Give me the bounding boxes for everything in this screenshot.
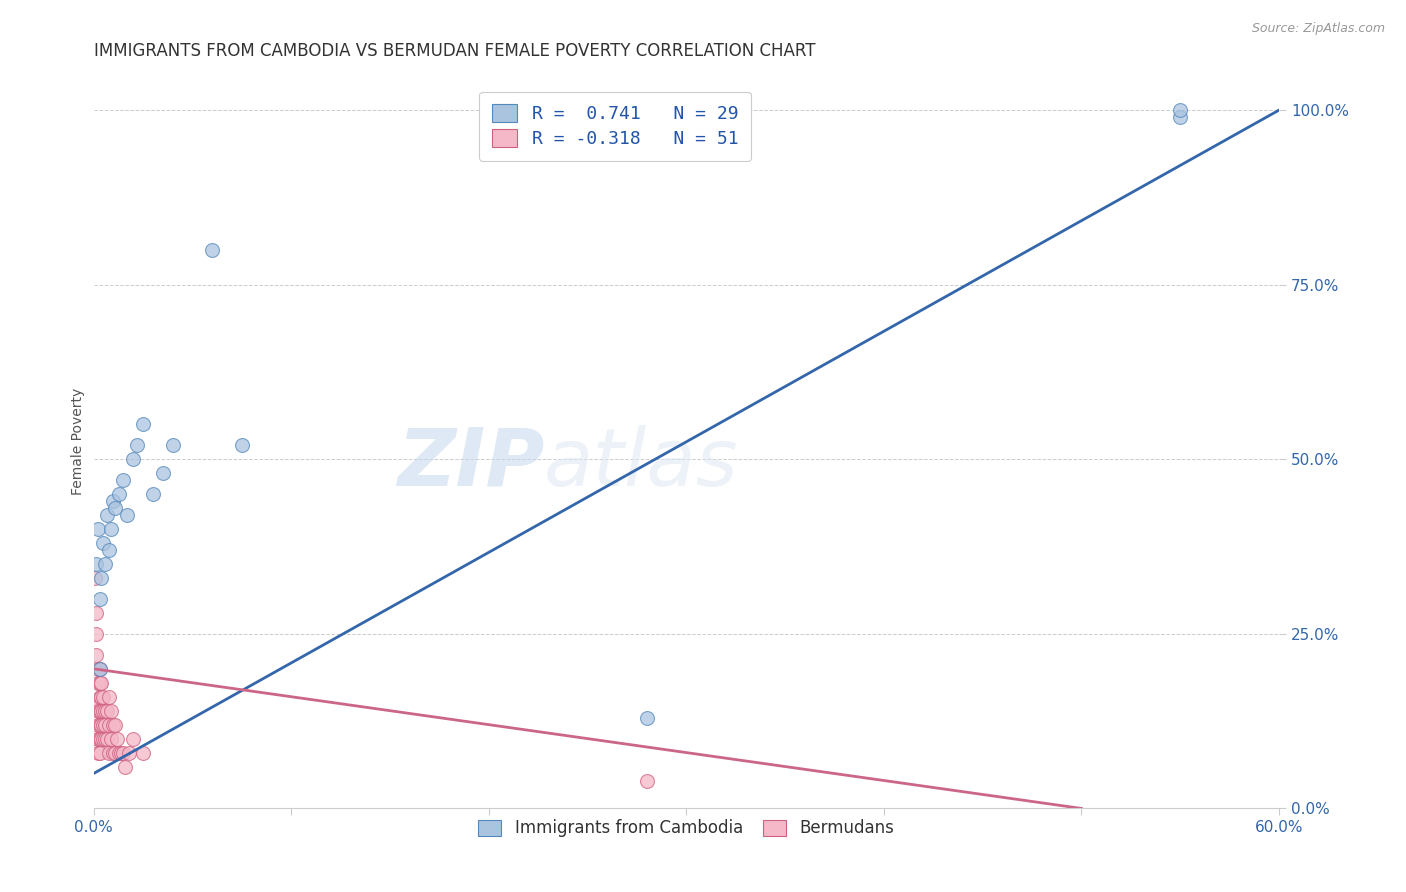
Point: [90, 690, 112, 704]
Point: [132, 746, 155, 760]
Point: [96, 731, 118, 746]
Point: [96, 508, 118, 523]
Point: [104, 501, 127, 516]
Point: [86, 731, 108, 746]
Point: [118, 746, 141, 760]
Point: [142, 487, 165, 501]
Point: [103, 494, 125, 508]
Point: [110, 746, 132, 760]
Point: [162, 438, 184, 452]
Point: [93, 717, 115, 731]
Point: [98, 690, 121, 704]
Text: Source: ZipAtlas.com: Source: ZipAtlas.com: [1251, 22, 1385, 36]
Point: [94, 731, 117, 746]
Point: [98, 717, 121, 731]
Point: [84, 557, 107, 571]
Point: [86, 522, 108, 536]
Point: [93, 731, 115, 746]
Text: atlas: atlas: [544, 425, 738, 503]
Point: [84, 648, 107, 662]
Point: [90, 717, 112, 731]
Point: [112, 746, 135, 760]
Point: [152, 467, 174, 481]
Point: [86, 704, 108, 718]
Point: [104, 746, 127, 760]
Point: [103, 746, 125, 760]
Point: [108, 746, 131, 760]
Point: [86, 717, 108, 731]
Point: [89, 731, 111, 746]
Point: [122, 452, 145, 467]
Point: [86, 662, 108, 676]
Point: [1168, 110, 1191, 124]
Point: [89, 591, 111, 606]
Point: [636, 711, 658, 725]
Point: [94, 717, 117, 731]
Point: [201, 243, 224, 257]
Point: [108, 487, 131, 501]
Point: [112, 473, 135, 487]
Point: [90, 704, 112, 718]
Point: [86, 675, 108, 690]
Point: [105, 731, 128, 746]
Point: [83, 571, 105, 585]
Point: [89, 746, 111, 760]
Point: [90, 571, 112, 585]
Point: [93, 704, 115, 718]
Point: [98, 746, 121, 760]
Point: [90, 731, 112, 746]
Point: [125, 438, 148, 452]
Point: [122, 731, 145, 746]
Point: [132, 417, 155, 432]
Point: [100, 522, 122, 536]
Point: [90, 675, 112, 690]
Point: [86, 697, 108, 711]
Legend: Immigrants from Cambodia, Bermudans: Immigrants from Cambodia, Bermudans: [471, 813, 901, 844]
Point: [89, 690, 111, 704]
Y-axis label: Female Poverty: Female Poverty: [72, 388, 86, 495]
Point: [1168, 103, 1191, 117]
Point: [103, 717, 125, 731]
Point: [89, 717, 111, 731]
Point: [86, 731, 108, 746]
Point: [94, 704, 117, 718]
Point: [86, 746, 108, 760]
Point: [89, 675, 111, 690]
Text: IMMIGRANTS FROM CAMBODIA VS BERMUDAN FEMALE POVERTY CORRELATION CHART: IMMIGRANTS FROM CAMBODIA VS BERMUDAN FEM…: [94, 42, 815, 60]
Point: [94, 557, 117, 571]
Point: [89, 662, 111, 676]
Point: [636, 773, 658, 788]
Point: [231, 438, 253, 452]
Point: [100, 731, 122, 746]
Point: [114, 759, 136, 773]
Text: ZIP: ZIP: [396, 425, 544, 503]
Point: [93, 690, 115, 704]
Point: [89, 662, 111, 676]
Point: [93, 536, 115, 550]
Point: [89, 704, 111, 718]
Point: [100, 704, 122, 718]
Point: [96, 704, 118, 718]
Point: [84, 606, 107, 620]
Point: [104, 717, 127, 731]
Point: [115, 508, 138, 523]
Point: [98, 543, 121, 558]
Point: [84, 627, 107, 641]
